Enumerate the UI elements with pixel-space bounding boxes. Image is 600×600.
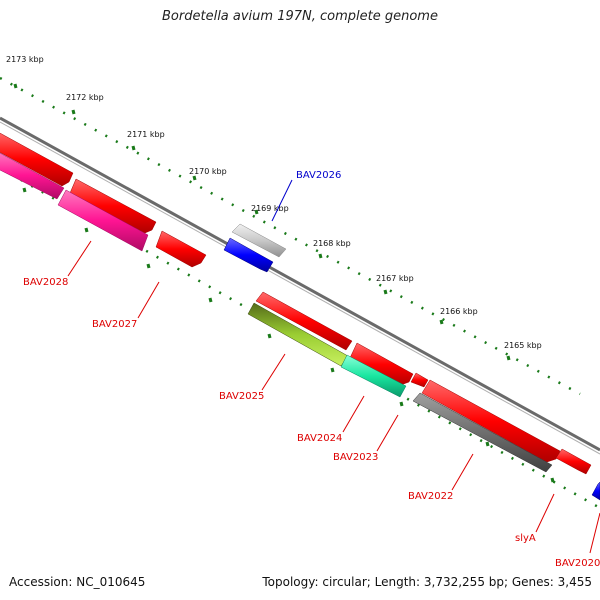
gene-label-BAV2026: BAV2026: [296, 170, 341, 181]
tick-label: 2167 kbp: [376, 274, 414, 283]
tick-label: 2169 kbp: [251, 204, 289, 213]
tick-label: 2173 kbp: [6, 55, 44, 64]
gene-arrow[interactable]: [0, 132, 74, 187]
gene-arrow[interactable]: [155, 230, 207, 268]
gene-label-BAV2027: BAV2027: [92, 319, 137, 330]
gene-arrow[interactable]: [69, 178, 157, 234]
genome-info-label: Topology: circular; Length: 3,732,255 bp…: [262, 575, 592, 589]
tick-label: 2172 kbp: [66, 93, 104, 102]
gene-arrow-BAV2022[interactable]: [412, 392, 553, 473]
outer-major-ticks: [13, 83, 511, 361]
gene-label-BAV2025: BAV2025: [219, 391, 264, 402]
gene-arrow-BAV2028[interactable]: [0, 152, 65, 200]
gene-arrow[interactable]: [255, 291, 353, 351]
gene-arrow-BAV2027[interactable]: [57, 189, 149, 252]
gene-label-BAV2023: BAV2023: [333, 452, 378, 463]
tick-label: 2166 kbp: [440, 307, 478, 316]
gene-arrow[interactable]: [555, 448, 592, 475]
gene-arrow[interactable]: [410, 372, 429, 388]
gene-arrow[interactable]: [421, 379, 561, 463]
gene-label-BAV2020: BAV2020: [555, 558, 600, 569]
kbp-labels: 2173 kbp 2172 kbp 2171 kbp 2170 kbp 2169…: [6, 55, 542, 350]
accession-label: Accession: NC_010645: [9, 575, 146, 589]
gene-label-BAV2022: BAV2022: [408, 491, 453, 502]
reverse-strand-genes: [0, 152, 600, 501]
gene-arrow-BAV2026[interactable]: [231, 223, 287, 258]
gene-label-slyA: slyA: [515, 533, 536, 544]
tick-label: 2171 kbp: [127, 130, 165, 139]
tick-label: 2168 kbp: [313, 239, 351, 248]
outer-tick-track: [0, 76, 581, 396]
genome-backbone: [0, 116, 600, 455]
map-title: Bordetella avium 197N, complete genome: [162, 9, 438, 24]
gene-label-BAV2024: BAV2024: [297, 433, 342, 444]
tick-label: 2165 kbp: [504, 341, 542, 350]
gene-arrow-BAV2024[interactable]: [340, 354, 407, 398]
gene-label-BAV2028: BAV2028: [23, 277, 68, 288]
gene-labels: BAV2026 BAV2028 BAV2027 BAV2025 BAV2024 …: [23, 170, 600, 569]
tick-label: 2170 kbp: [189, 167, 227, 176]
gene-arrow-BAV2025[interactable]: [247, 302, 349, 367]
label-leaders: [67, 179, 600, 554]
inner-major-ticks: [22, 187, 555, 483]
forward-strand-genes: [0, 132, 592, 475]
gene-arrow[interactable]: [591, 481, 600, 501]
gene-arrow[interactable]: [223, 237, 274, 273]
